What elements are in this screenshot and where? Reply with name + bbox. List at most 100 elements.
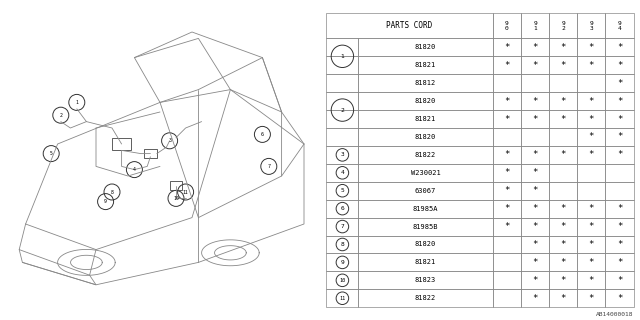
Bar — [577, 146, 605, 164]
Bar — [326, 236, 358, 253]
Text: 2: 2 — [340, 108, 344, 113]
Bar — [493, 56, 521, 74]
Bar — [549, 146, 577, 164]
Bar — [358, 38, 493, 56]
Text: 11: 11 — [339, 296, 346, 301]
Text: 3: 3 — [168, 138, 171, 143]
Bar — [358, 56, 493, 74]
Bar — [605, 289, 634, 307]
Bar — [521, 289, 549, 307]
Bar — [493, 164, 521, 182]
Text: *: * — [561, 258, 566, 267]
Text: 7: 7 — [268, 164, 270, 169]
Bar — [493, 13, 521, 38]
Text: 1: 1 — [76, 100, 78, 105]
Text: 81820: 81820 — [415, 44, 436, 50]
Text: AB14000018: AB14000018 — [596, 312, 634, 317]
Text: *: * — [532, 240, 538, 249]
Text: 9
3: 9 3 — [589, 20, 593, 31]
Text: *: * — [617, 43, 622, 52]
Bar — [358, 146, 493, 164]
Text: 2: 2 — [60, 113, 62, 118]
Text: *: * — [561, 115, 566, 124]
Bar — [493, 74, 521, 92]
Text: *: * — [532, 222, 538, 231]
Text: *: * — [617, 258, 622, 267]
Bar — [493, 236, 521, 253]
Text: *: * — [532, 168, 538, 177]
Text: 9
4: 9 4 — [618, 20, 621, 31]
Text: *: * — [589, 61, 594, 70]
Bar — [605, 38, 634, 56]
Bar — [326, 110, 358, 128]
Bar — [549, 38, 577, 56]
Text: *: * — [589, 132, 594, 141]
Text: *: * — [504, 222, 509, 231]
Bar — [605, 92, 634, 110]
Text: *: * — [617, 276, 622, 285]
Bar — [577, 74, 605, 92]
Bar — [112, 138, 131, 150]
Text: *: * — [532, 294, 538, 303]
Bar — [144, 149, 157, 158]
Text: *: * — [589, 97, 594, 106]
Bar — [493, 110, 521, 128]
Bar — [549, 74, 577, 92]
Bar — [493, 253, 521, 271]
Text: *: * — [561, 61, 566, 70]
Text: *: * — [532, 186, 538, 195]
Bar — [577, 253, 605, 271]
Bar — [358, 92, 493, 110]
Bar — [549, 253, 577, 271]
Text: 63067: 63067 — [415, 188, 436, 194]
Bar — [358, 236, 493, 253]
Bar — [358, 164, 493, 182]
Text: 9
2: 9 2 — [561, 20, 565, 31]
Text: 9
1: 9 1 — [533, 20, 537, 31]
Text: *: * — [504, 43, 509, 52]
Text: *: * — [532, 115, 538, 124]
Text: 81821: 81821 — [415, 62, 436, 68]
Bar — [577, 92, 605, 110]
Bar — [577, 218, 605, 236]
Text: *: * — [532, 150, 538, 159]
Bar — [326, 271, 358, 289]
Text: 8: 8 — [111, 189, 113, 195]
Text: 8: 8 — [340, 242, 344, 247]
Bar — [326, 253, 358, 271]
Text: 81820: 81820 — [415, 98, 436, 104]
Bar — [521, 13, 549, 38]
Text: *: * — [561, 222, 566, 231]
Bar — [549, 236, 577, 253]
Bar — [521, 110, 549, 128]
Bar — [577, 13, 605, 38]
Bar — [549, 271, 577, 289]
Text: 3: 3 — [340, 152, 344, 157]
Text: 81820: 81820 — [415, 242, 436, 247]
Bar — [326, 92, 358, 110]
Bar — [493, 128, 521, 146]
Bar — [605, 110, 634, 128]
Text: 4: 4 — [340, 170, 344, 175]
Bar — [521, 92, 549, 110]
Text: *: * — [589, 240, 594, 249]
Bar — [577, 38, 605, 56]
Text: 9: 9 — [340, 260, 344, 265]
Bar — [326, 164, 358, 182]
Bar — [358, 200, 493, 218]
Bar — [577, 236, 605, 253]
Bar — [605, 218, 634, 236]
Text: 81812: 81812 — [415, 80, 436, 86]
Bar — [549, 110, 577, 128]
Text: *: * — [532, 61, 538, 70]
Bar — [577, 182, 605, 200]
Text: 10: 10 — [173, 196, 179, 201]
Text: *: * — [617, 97, 622, 106]
Bar — [521, 164, 549, 182]
Bar — [326, 182, 358, 200]
Text: *: * — [589, 222, 594, 231]
Text: 81821: 81821 — [415, 260, 436, 265]
Bar — [577, 56, 605, 74]
Text: *: * — [504, 204, 509, 213]
Text: *: * — [561, 276, 566, 285]
